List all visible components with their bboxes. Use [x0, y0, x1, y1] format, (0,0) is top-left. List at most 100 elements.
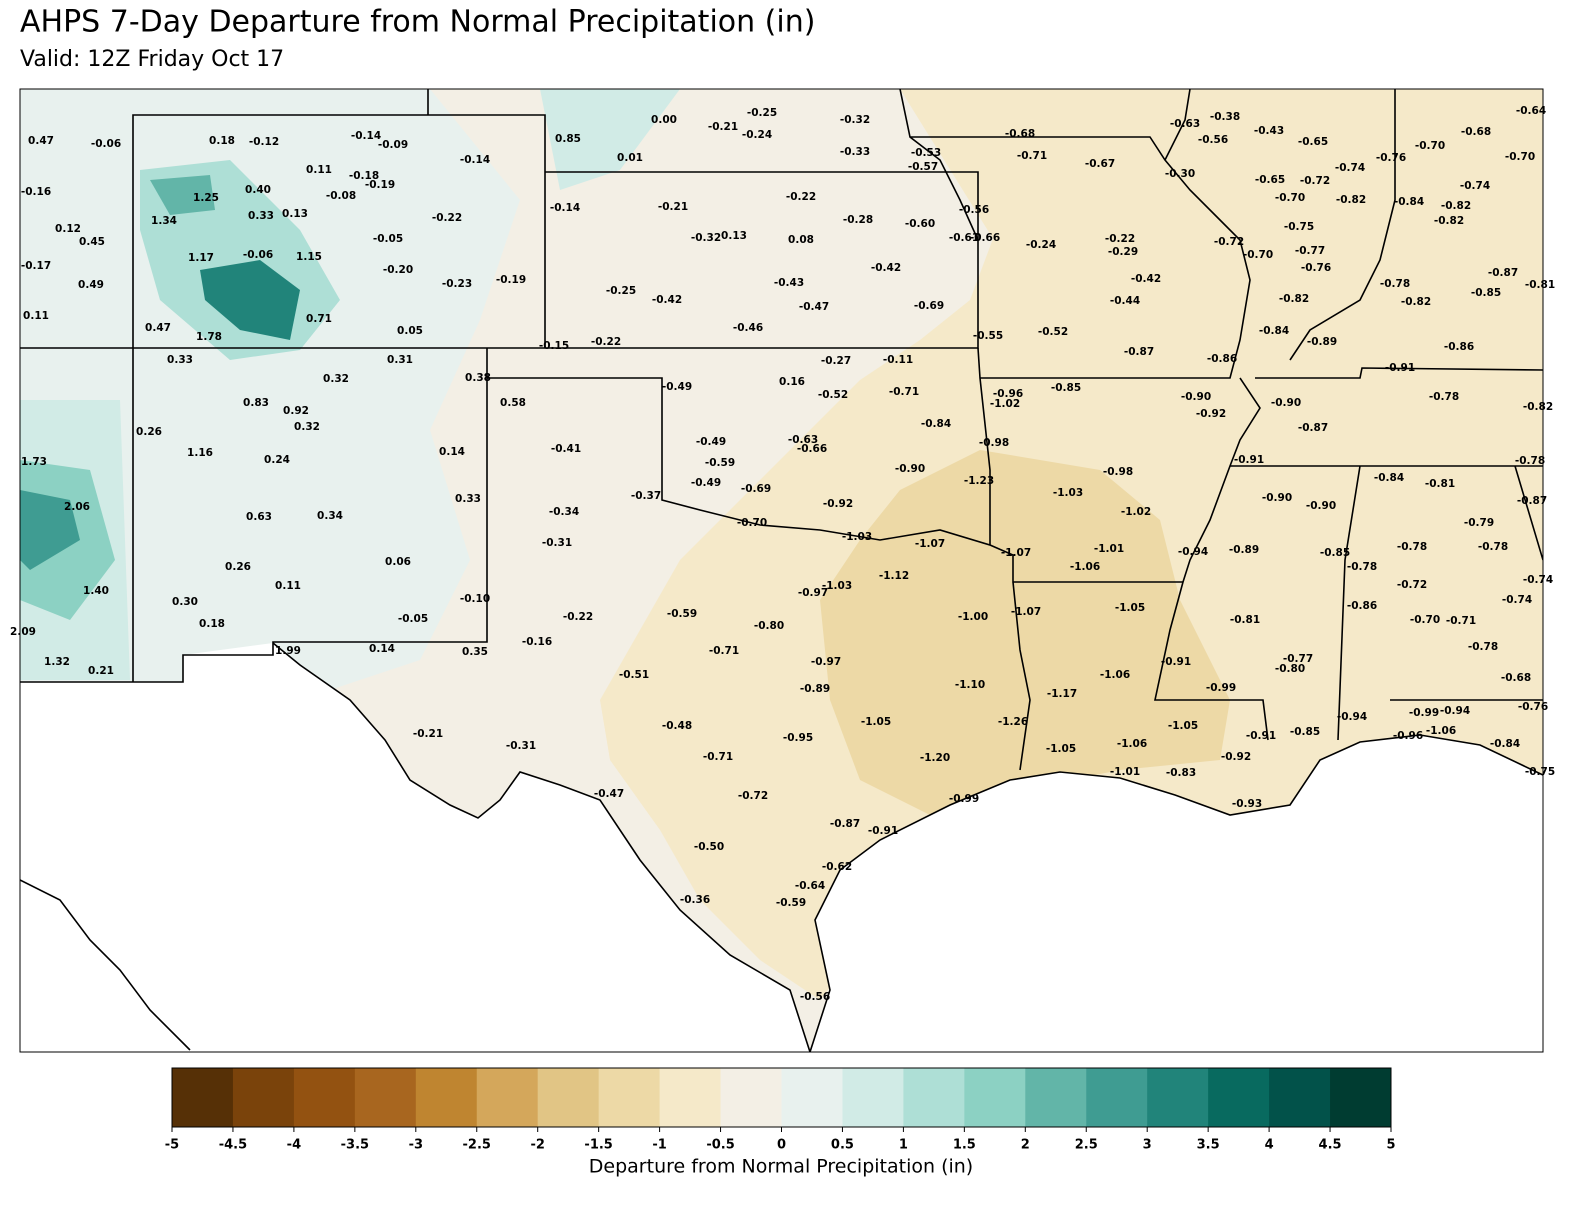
station-value: -0.82: [1279, 293, 1309, 305]
station-value: -0.72: [1214, 236, 1244, 248]
station-value: -0.46: [733, 322, 763, 334]
station-value: -0.70: [1275, 192, 1305, 204]
coastline: [809, 734, 1543, 1052]
colorbar-bin: [476, 1068, 539, 1127]
station-value: -0.29: [1108, 246, 1138, 258]
station-value: -0.89: [1229, 544, 1259, 556]
station-value: -0.90: [1306, 500, 1336, 512]
station-value: -0.82: [1441, 200, 1471, 212]
station-value: -0.94: [1440, 705, 1470, 717]
station-value: -0.87: [1124, 346, 1154, 358]
station-value: -0.78: [1429, 391, 1459, 403]
station-value: -0.65: [1298, 136, 1328, 148]
station-value: -0.76: [1518, 701, 1548, 713]
station-value: -0.79: [1464, 517, 1494, 529]
colorbar-tick-label: -1: [652, 1138, 666, 1153]
station-value: -1.01: [1094, 543, 1124, 555]
station-value: -0.85: [1290, 726, 1320, 738]
station-value: 0.33: [248, 210, 274, 222]
station-value: -1.05: [861, 716, 891, 728]
colorbar-tick-label: 0.5: [831, 1138, 854, 1153]
station-value: -0.74: [1335, 162, 1365, 174]
colorbar-tick-label: -2: [530, 1138, 544, 1153]
station-value: -0.82: [1523, 401, 1553, 413]
station-value: -0.83: [1166, 767, 1196, 779]
colorbar-bin: [659, 1068, 722, 1127]
station-value: -0.11: [883, 354, 913, 366]
station-value: -0.28: [843, 214, 873, 226]
station-value: -0.87: [1488, 267, 1518, 279]
colorbar-bin: [293, 1068, 356, 1127]
station-value: -0.56: [800, 991, 830, 1003]
station-value: -0.75: [1525, 766, 1555, 778]
station-value: -0.84: [921, 418, 951, 430]
station-value: -0.24: [1026, 239, 1056, 251]
station-value: -0.80: [754, 620, 784, 632]
colorbar-bin: [172, 1068, 234, 1127]
station-value: -0.78: [1380, 278, 1410, 290]
station-value: -0.05: [373, 233, 403, 245]
station-value: -1.26: [998, 716, 1028, 728]
station-value: 0.16: [779, 376, 805, 388]
station-value: 0.35: [462, 646, 488, 658]
station-value: -0.16: [21, 186, 51, 198]
station-value: -0.59: [776, 897, 806, 909]
station-value: -0.47: [594, 788, 624, 800]
station-value: 0.24: [264, 454, 290, 466]
colorbar-tick-label: 3: [1143, 1138, 1152, 1153]
coastline: [20, 879, 191, 1051]
station-value: -0.90: [1262, 492, 1292, 504]
colorbar-tick-label: 5: [1386, 1138, 1395, 1153]
map: [20, 89, 1543, 1052]
station-value: -0.96: [993, 388, 1023, 400]
station-value: 1.34: [151, 215, 177, 227]
station-value: -0.78: [1515, 455, 1545, 467]
station-value: -0.72: [1300, 175, 1330, 187]
station-value: -0.77: [1295, 245, 1325, 257]
station-value: -0.66: [797, 443, 827, 455]
station-value: 0.40: [245, 184, 271, 196]
station-value: 1.25: [193, 192, 219, 204]
colorbar-tick-label: -3: [409, 1138, 423, 1153]
colorbar-tick-label: -0.5: [706, 1138, 734, 1153]
station-value: -0.70: [1415, 140, 1445, 152]
station-value: -1.07: [915, 538, 945, 550]
station-value: -0.68: [1005, 128, 1035, 140]
station-value: 1.15: [296, 251, 322, 263]
station-value: -0.89: [1307, 336, 1337, 348]
station-value: 0.92: [283, 405, 309, 417]
station-value: 0.33: [455, 493, 481, 505]
station-value: -0.62: [822, 861, 852, 873]
colorbar-tick-label: 4: [1265, 1138, 1274, 1153]
state-border: [899, 89, 1543, 741]
station-value: -0.82: [1434, 215, 1464, 227]
station-value: -0.74: [1502, 594, 1532, 606]
station-value: 0.12: [55, 223, 81, 235]
station-value: -0.68: [1501, 672, 1531, 684]
station-value: -0.85: [1051, 382, 1081, 394]
colorbar-bin: [598, 1068, 661, 1127]
station-value: -0.12: [249, 136, 279, 148]
station-value: -0.91: [868, 825, 898, 837]
station-value: -0.93: [1232, 798, 1262, 810]
station-value: -0.99: [949, 793, 979, 805]
colorbar-bin: [903, 1068, 965, 1127]
station-value: -0.91: [1234, 454, 1264, 466]
station-value: -0.99: [1206, 682, 1236, 694]
station-value: -0.22: [786, 191, 816, 203]
station-value: 1.78: [196, 331, 222, 343]
station-value: -0.23: [442, 278, 472, 290]
colorbar-tick-label: 0: [777, 1138, 786, 1153]
station-value: -0.34: [549, 506, 579, 518]
station-value: -0.70: [1410, 614, 1440, 626]
station-value: -0.67: [1085, 158, 1115, 170]
station-value: -0.69: [914, 300, 944, 312]
colorbar-bin: [720, 1068, 782, 1127]
station-value: -0.44: [1110, 295, 1140, 307]
station-value: -0.57: [908, 161, 938, 173]
state-border: [20, 89, 979, 683]
station-value: -0.76: [1376, 152, 1406, 164]
station-value: -0.21: [658, 201, 688, 213]
station-value: 1.73: [21, 456, 47, 468]
colorbar-tick-label: 1.5: [953, 1138, 976, 1153]
